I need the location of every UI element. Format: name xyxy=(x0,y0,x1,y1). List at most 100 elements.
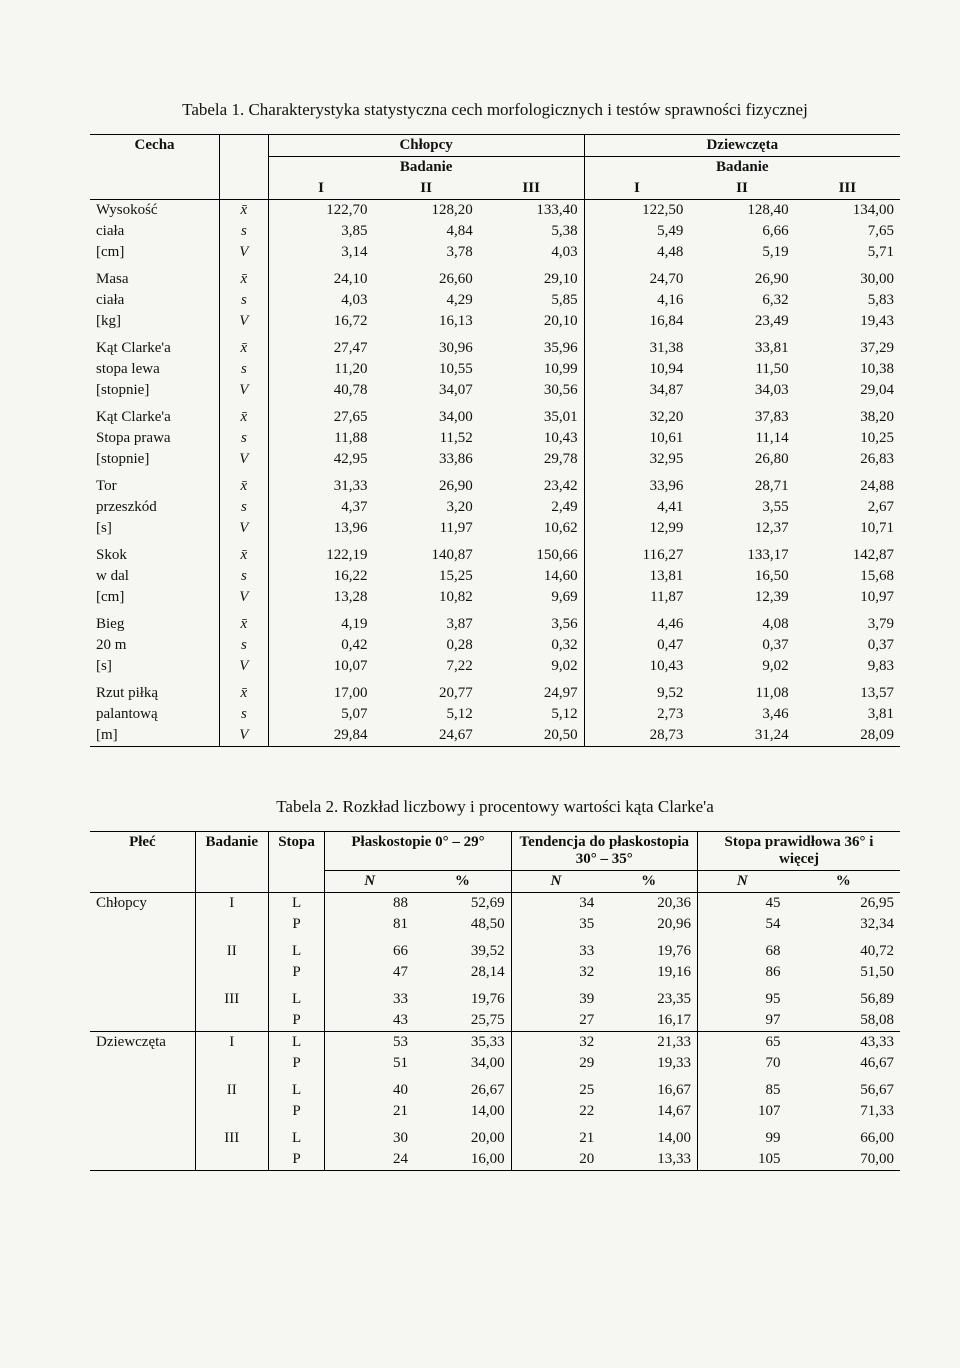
t2-pct: 39,52 xyxy=(414,941,511,962)
t2-h-p1: % xyxy=(414,871,511,893)
t2-foot: P xyxy=(268,1010,325,1032)
t1-feature-name: [cm] xyxy=(90,242,220,263)
t2-study xyxy=(195,962,268,983)
t2-N: 88 xyxy=(325,893,414,915)
t1-stat-symbol: s xyxy=(220,566,269,587)
t1-stat-symbol: x̄ xyxy=(220,338,269,359)
t2-h-p2: % xyxy=(600,871,697,893)
t1-value: 9,02 xyxy=(689,656,794,677)
t2-N: 29 xyxy=(511,1053,600,1074)
t2-N: 99 xyxy=(697,1128,786,1149)
t2-foot: L xyxy=(268,1080,325,1101)
t1-h-bI: I xyxy=(268,178,373,200)
t2-N: 32 xyxy=(511,1032,600,1054)
t1-stat-symbol: V xyxy=(220,380,269,401)
t2-foot: L xyxy=(268,893,325,915)
t2-N: 85 xyxy=(697,1080,786,1101)
t1-feature-name: [cm] xyxy=(90,587,220,608)
t1-value: 35,01 xyxy=(479,407,584,428)
t1-value: 33,86 xyxy=(373,449,478,470)
t1-value: 10,71 xyxy=(795,518,900,539)
t2-N: 68 xyxy=(697,941,786,962)
t1-value: 11,20 xyxy=(268,359,373,380)
t2-pct: 13,33 xyxy=(600,1149,697,1171)
t1-value: 133,40 xyxy=(479,200,584,222)
t1-stat-symbol: x̄ xyxy=(220,407,269,428)
t1-value: 26,60 xyxy=(373,269,478,290)
t1-stat-symbol: s xyxy=(220,428,269,449)
t2-sex: Dziewczęta xyxy=(90,1032,195,1054)
t2-foot: P xyxy=(268,962,325,983)
t1-value: 2,73 xyxy=(584,704,689,725)
t1-feature-name: [stopnie] xyxy=(90,449,220,470)
t1-value: 10,43 xyxy=(479,428,584,449)
t2-N: 81 xyxy=(325,914,414,935)
t1-value: 26,80 xyxy=(689,449,794,470)
t2-foot: P xyxy=(268,1101,325,1122)
t2-foot: L xyxy=(268,941,325,962)
t2-h-p3: % xyxy=(787,871,900,893)
t1-value: 3,46 xyxy=(689,704,794,725)
t2-N: 54 xyxy=(697,914,786,935)
t2-pct: 23,35 xyxy=(600,989,697,1010)
t2-pct: 32,34 xyxy=(787,914,900,935)
t1-value: 3,14 xyxy=(268,242,373,263)
t1-value: 11,08 xyxy=(689,683,794,704)
t1-feature-name: Kąt Clarke'a xyxy=(90,338,220,359)
t2-sex xyxy=(90,1053,195,1074)
t1-value: 122,50 xyxy=(584,200,689,222)
t1-value: 5,49 xyxy=(584,221,689,242)
t2-pct: 16,67 xyxy=(600,1080,697,1101)
t2-pct: 71,33 xyxy=(787,1101,900,1122)
t2-pct: 35,33 xyxy=(414,1032,511,1054)
t1-value: 142,87 xyxy=(795,545,900,566)
t1-value: 16,84 xyxy=(584,311,689,332)
t2-N: 30 xyxy=(325,1128,414,1149)
t1-value: 4,84 xyxy=(373,221,478,242)
t1-value: 0,37 xyxy=(795,635,900,656)
t1-value: 29,04 xyxy=(795,380,900,401)
t1-value: 9,83 xyxy=(795,656,900,677)
t2-N: 33 xyxy=(325,989,414,1010)
t2-pct: 56,89 xyxy=(787,989,900,1010)
t1-stat-symbol: s xyxy=(220,290,269,311)
t2-foot: P xyxy=(268,1053,325,1074)
t2-pct: 19,33 xyxy=(600,1053,697,1074)
t2-N: 66 xyxy=(325,941,414,962)
t1-value: 3,79 xyxy=(795,614,900,635)
t1-value: 0,47 xyxy=(584,635,689,656)
t2-foot: L xyxy=(268,1128,325,1149)
t2-pct: 19,76 xyxy=(414,989,511,1010)
t1-value: 24,88 xyxy=(795,476,900,497)
t1-value: 12,39 xyxy=(689,587,794,608)
t1-value: 3,20 xyxy=(373,497,478,518)
t1-value: 11,88 xyxy=(268,428,373,449)
t2-N: 70 xyxy=(697,1053,786,1074)
t2-study: III xyxy=(195,989,268,1010)
t1-value: 34,03 xyxy=(689,380,794,401)
t1-value: 30,00 xyxy=(795,269,900,290)
t1-feature-name: Tor xyxy=(90,476,220,497)
t1-value: 37,29 xyxy=(795,338,900,359)
t2-sex xyxy=(90,1128,195,1149)
t1-value: 29,78 xyxy=(479,449,584,470)
t1-value: 4,19 xyxy=(268,614,373,635)
t1-stat-symbol: V xyxy=(220,725,269,747)
t2-N: 21 xyxy=(511,1128,600,1149)
t1-stat-symbol: s xyxy=(220,497,269,518)
t1-value: 15,25 xyxy=(373,566,478,587)
t1-h-study-boys: Badanie xyxy=(268,157,584,179)
t1-value: 4,41 xyxy=(584,497,689,518)
t1-value: 26,83 xyxy=(795,449,900,470)
t1-h-bII: II xyxy=(373,178,478,200)
t1-stat-symbol: V xyxy=(220,311,269,332)
t1-feature-name: [s] xyxy=(90,656,220,677)
t1-stat-symbol: s xyxy=(220,635,269,656)
t1-value: 128,20 xyxy=(373,200,478,222)
t2-N: 33 xyxy=(511,941,600,962)
t1-value: 23,42 xyxy=(479,476,584,497)
t1-feature-name: [kg] xyxy=(90,311,220,332)
t1-value: 13,81 xyxy=(584,566,689,587)
t1-feature-name: [stopnie] xyxy=(90,380,220,401)
t1-value: 42,95 xyxy=(268,449,373,470)
